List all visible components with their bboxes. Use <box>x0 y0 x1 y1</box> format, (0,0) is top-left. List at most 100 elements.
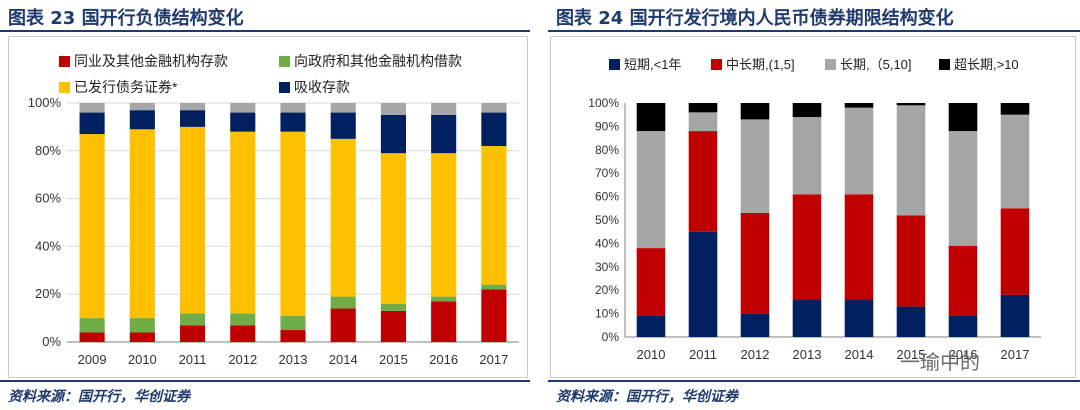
bar-segment-series-2015 <box>380 103 406 115</box>
bar-segment-series-2013 <box>280 112 306 132</box>
bar-segment-series-2010 <box>129 332 155 342</box>
legend-label: 吸收存款 <box>294 79 350 95</box>
bar-segment-series-2013 <box>280 315 306 331</box>
x-tick-label: 2016 <box>429 352 458 367</box>
bar-segment-1-5-2010 <box>636 248 666 316</box>
figure-23-panel: 图表 23 国开行负债结构变化 0% 20% 40% 60% 80% 100% 2009 20… <box>0 0 530 410</box>
x-tick-label: 2010 <box>128 352 157 367</box>
x-tick-label: 2011 <box>179 352 207 367</box>
bar-segment-1-2013 <box>792 299 822 337</box>
bar-segment-series-2010 <box>129 103 155 111</box>
legend-label: 长期,（5,10] <box>840 57 912 72</box>
bar-segment-5-10-2013 <box>792 117 822 195</box>
x-tick-label: 2015 <box>379 352 408 367</box>
bar-segment-5-10-2016 <box>948 131 978 246</box>
y-tick-label: 10% <box>595 307 619 321</box>
bottom-rule <box>0 380 530 382</box>
bar-segment-series-2016 <box>431 153 457 297</box>
bar-segment-series-2014 <box>330 308 356 342</box>
x-tick-label: 2011 <box>689 347 717 362</box>
bar-segment-1-2011 <box>688 231 718 337</box>
legend-label: 同业及其他金融机构存款 <box>74 53 228 69</box>
bar-segment-5-10-2011 <box>688 112 718 132</box>
watermark-text: 一瑜中的 <box>900 350 980 374</box>
legend-label: 中长期,(1,5] <box>726 57 795 72</box>
bar-segment-10-2017 <box>1000 103 1030 115</box>
figure-24-panel: 图表 24 国开行发行境内人民币债券期限结构变化 0% 10% 20% 30% 40% 5… <box>548 0 1080 410</box>
y-tick-label: 20% <box>595 283 619 297</box>
y-tick-label: 40% <box>35 238 61 253</box>
y-tick-label: 0% <box>602 330 620 344</box>
bar-segment-series-2009 <box>79 112 105 135</box>
source-note: 资料来源：国开行，华创证券 <box>556 389 738 405</box>
bar-segment-10-2016 <box>948 103 978 132</box>
x-tick-label: 2015 <box>897 347 926 362</box>
bar-segment-series-2017 <box>481 289 507 342</box>
legend-label: 短期,<1年 <box>624 57 681 72</box>
bar-segment-series-2016 <box>431 103 457 115</box>
bar-segment-series-2017 <box>481 284 507 290</box>
bar-segment-series-2013 <box>280 330 306 342</box>
bar-segment-5-10-2014 <box>844 107 874 195</box>
bar-segment-series-2015 <box>380 114 406 154</box>
x-tick-label: 2012 <box>741 347 770 362</box>
bar-segment-series-2017 <box>481 112 507 147</box>
legend-swatch <box>825 59 836 70</box>
x-tick-label: 2017 <box>1001 347 1030 362</box>
bar-segment-series-2010 <box>129 318 155 333</box>
bar-segment-1-5-2015 <box>896 215 926 307</box>
bar-segment-series-2015 <box>380 153 406 304</box>
y-tick-label: 80% <box>35 143 61 158</box>
y-tick-label: 70% <box>595 166 619 180</box>
x-tick-label: 2014 <box>329 352 358 367</box>
bar-segment-series-2009 <box>79 332 105 342</box>
x-tick-label: 2016 <box>949 347 978 362</box>
bar-segment-1-5-2016 <box>948 245 978 316</box>
legend-label: 向政府和其他金融机构借款 <box>294 53 462 69</box>
bar-segment-series-2011 <box>180 313 206 326</box>
bar-segment-series-2016 <box>431 114 457 154</box>
x-tick-label: 2010 <box>637 347 666 362</box>
bar-segment-series-2011 <box>180 103 206 111</box>
bar-segment-series-2010 <box>129 110 155 130</box>
bar-segment-series-2009 <box>79 318 105 333</box>
bar-segment-1-2012 <box>740 313 770 337</box>
bar-segment-series-2012 <box>230 325 256 342</box>
bar-segment-series-2016 <box>431 301 457 342</box>
bar-segment-1-2017 <box>1000 294 1030 337</box>
legend-label: 超长期,>10 <box>954 57 1019 72</box>
bar-segment-series-2011 <box>180 110 206 127</box>
bar-segment-series-2010 <box>129 129 155 319</box>
y-tick-label: 50% <box>595 213 619 227</box>
bar-segment-series-2014 <box>330 112 356 139</box>
bar-segment-series-2015 <box>380 310 406 342</box>
x-tick-label: 2013 <box>279 352 308 367</box>
y-tick-label: 100% <box>28 95 62 110</box>
bar-segment-5-10-2012 <box>740 119 770 213</box>
bar-segment-10-2013 <box>792 103 822 118</box>
bond-maturity-chart: 0% 10% 20% 30% 40% 50% 60% 70% 80% 90% 100% 2010 201… <box>588 57 1041 362</box>
bar-segment-series-2012 <box>230 103 256 113</box>
legend-swatch <box>711 59 722 70</box>
x-tick-label: 2012 <box>228 352 257 367</box>
y-tick-label: 40% <box>595 236 619 250</box>
chart-container: 0% 20% 40% 60% 80% 100% 2009 2010 2011 2012 2013 20… <box>8 36 528 378</box>
legend-swatch <box>279 82 290 93</box>
bar-segment-10-2011 <box>688 103 718 113</box>
bar-segment-series-2009 <box>79 103 105 113</box>
y-tick-label: 100% <box>588 96 619 110</box>
y-tick-label: 60% <box>595 190 619 204</box>
bar-segment-series-2014 <box>330 138 356 297</box>
bar-segment-10-2012 <box>740 103 770 120</box>
bar-segment-5-10-2015 <box>896 105 926 216</box>
x-tick-label: 2014 <box>845 347 874 362</box>
y-tick-label: 20% <box>35 286 61 301</box>
bar-segment-series-2013 <box>280 131 306 316</box>
bar-segment-series-2012 <box>230 112 256 132</box>
source-note: 资料来源：国开行，华创证券 <box>8 389 190 405</box>
bar-segment-series-2012 <box>230 313 256 326</box>
y-tick-label: 90% <box>595 119 619 133</box>
legend-swatch <box>609 59 620 70</box>
title-rule <box>548 30 1080 32</box>
bar-segment-series-2016 <box>431 296 457 302</box>
